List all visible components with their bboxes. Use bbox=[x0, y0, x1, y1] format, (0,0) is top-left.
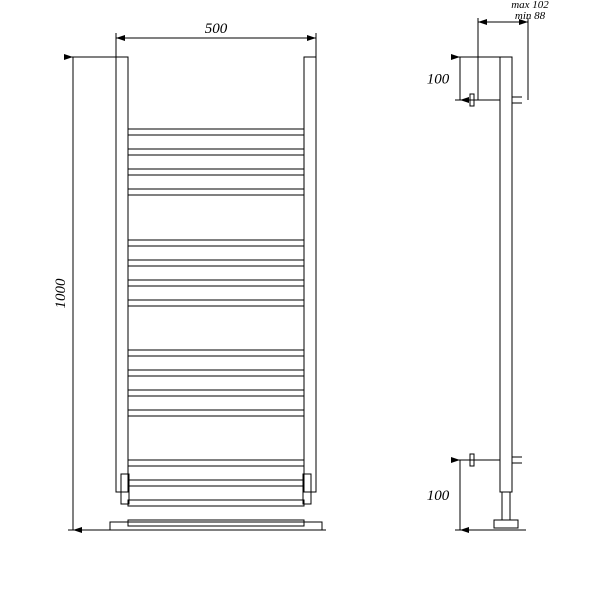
rung bbox=[128, 500, 304, 506]
rung bbox=[128, 390, 304, 396]
rung bbox=[128, 350, 304, 356]
dim-height-label: 1000 bbox=[53, 278, 69, 309]
dim-top-offset-label: 100 bbox=[427, 72, 450, 88]
rung bbox=[128, 129, 304, 135]
front-left-rail bbox=[116, 57, 128, 492]
dim-depth-min-label: min 88 bbox=[515, 10, 546, 22]
rung bbox=[128, 189, 304, 195]
rung bbox=[128, 460, 304, 466]
rung bbox=[128, 370, 304, 376]
front-right-rail bbox=[304, 57, 316, 492]
rung bbox=[128, 240, 304, 246]
rung bbox=[128, 280, 304, 286]
rung bbox=[128, 410, 304, 416]
rung bbox=[128, 480, 304, 486]
side-rail bbox=[500, 57, 512, 492]
rung bbox=[128, 260, 304, 266]
rung bbox=[128, 300, 304, 306]
dim-width-label: 500 bbox=[205, 21, 228, 37]
dim-bottom-offset-label: 100 bbox=[427, 488, 450, 504]
rung bbox=[128, 169, 304, 175]
rung bbox=[128, 520, 304, 526]
rung bbox=[128, 149, 304, 155]
